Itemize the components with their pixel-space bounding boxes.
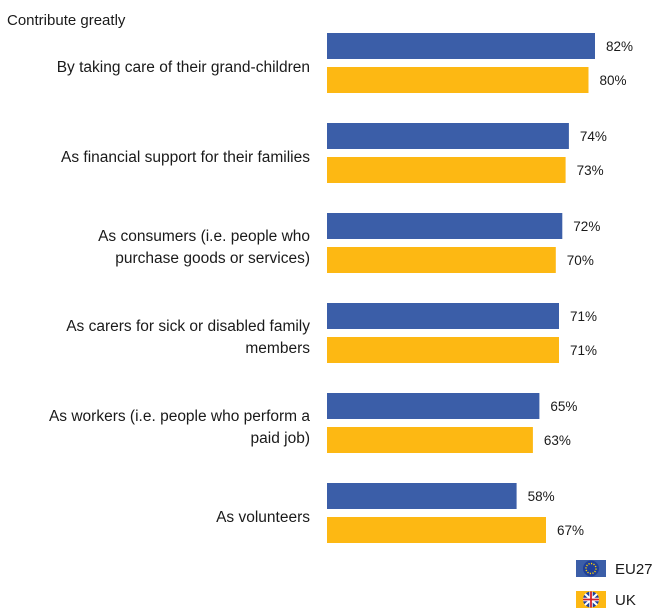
data-label-eu27-0: 82% [606, 39, 633, 54]
category-label-2-line-1: purchase goods or services) [115, 250, 310, 267]
data-label-eu27-2: 72% [573, 219, 600, 234]
bar-uk-2 [327, 247, 556, 273]
bar-eu27-3 [327, 303, 559, 329]
bar-eu27-5 [327, 483, 517, 509]
category-label-3-line-0: As carers for sick or disabled family [66, 318, 310, 335]
bar-uk-5 [327, 517, 546, 543]
data-label-uk-1: 73% [577, 163, 604, 178]
bar-eu27-0 [327, 33, 595, 59]
legend-label-uk: UK [615, 592, 636, 608]
category-label-1: As financial support for their families [61, 149, 310, 166]
category-label-0: By taking care of their grand-children [57, 59, 310, 76]
bar-uk-4 [327, 427, 533, 453]
category-label-4-line-1: paid job) [251, 430, 310, 447]
category-label-3-line-1: members [245, 340, 310, 357]
legend-item-uk: UK [576, 591, 636, 608]
data-label-eu27-3: 71% [570, 309, 597, 324]
data-label-uk-0: 80% [600, 73, 627, 88]
chart-title: Contribute greatly [7, 12, 126, 29]
data-label-uk-5: 67% [557, 523, 584, 538]
category-label-2-line-0: As consumers (i.e. people who [98, 228, 310, 245]
category-label-5: As volunteers [216, 509, 310, 526]
data-label-eu27-4: 65% [550, 399, 577, 414]
uk-flag-icon [583, 591, 599, 608]
bar-eu27-4 [327, 393, 540, 419]
bar-eu27-2 [327, 213, 563, 239]
bars-group: 82% 80% By taking care of their grand-chil… [49, 33, 633, 543]
data-label-uk-3: 71% [570, 343, 597, 358]
data-label-uk-4: 63% [544, 433, 571, 448]
legend: EU27 UK [576, 560, 653, 608]
bar-eu27-1 [327, 123, 569, 149]
bar-uk-1 [327, 157, 566, 183]
eu-flag-icon [576, 560, 606, 577]
data-label-eu27-1: 74% [580, 129, 607, 144]
data-label-uk-2: 70% [567, 253, 594, 268]
legend-item-eu27: EU27 [576, 560, 653, 578]
legend-label-eu27: EU27 [615, 561, 653, 578]
bar-uk-3 [327, 337, 559, 363]
data-label-eu27-5: 58% [528, 489, 555, 504]
bar-uk-0 [327, 67, 589, 93]
category-label-4-line-0: As workers (i.e. people who perform a [49, 408, 310, 425]
